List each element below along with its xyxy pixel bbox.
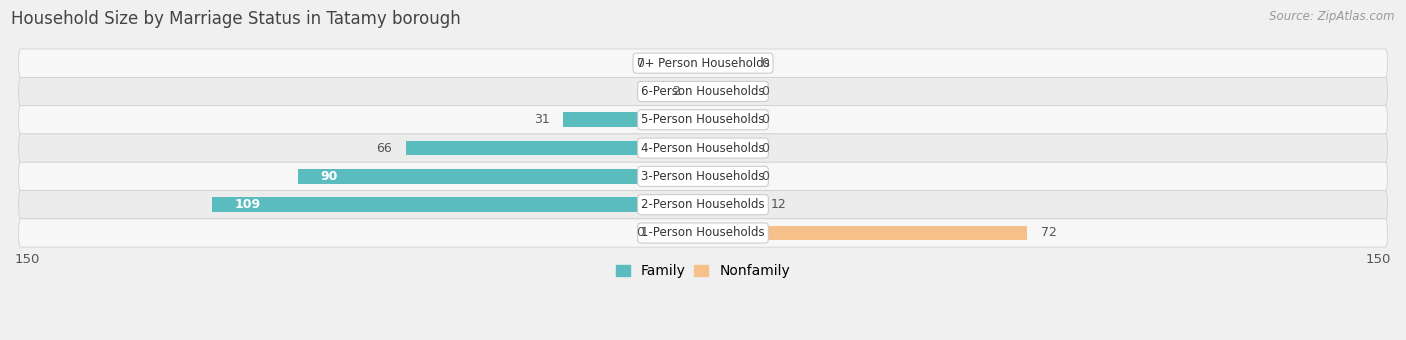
Bar (703, 113, 748, 127)
Bar (658, 226, 703, 240)
FancyBboxPatch shape (18, 77, 1388, 106)
Bar (703, 197, 756, 212)
Text: 0: 0 (762, 57, 769, 70)
Text: 109: 109 (235, 198, 262, 211)
Text: 2: 2 (672, 85, 681, 98)
FancyBboxPatch shape (18, 162, 1388, 190)
Text: Household Size by Marriage Status in Tatamy borough: Household Size by Marriage Status in Tat… (11, 10, 461, 28)
Text: 1-Person Households: 1-Person Households (641, 226, 765, 239)
Bar (703, 84, 748, 99)
Text: 0: 0 (762, 170, 769, 183)
Text: 6-Person Households: 6-Person Households (641, 85, 765, 98)
Text: 5-Person Households: 5-Person Households (641, 113, 765, 126)
Text: 12: 12 (770, 198, 786, 211)
Text: 0: 0 (637, 57, 644, 70)
Bar (406, 141, 703, 155)
FancyBboxPatch shape (18, 106, 1388, 134)
Text: 31: 31 (534, 113, 550, 126)
Legend: Family, Nonfamily: Family, Nonfamily (610, 259, 796, 284)
Text: 2-Person Households: 2-Person Households (641, 198, 765, 211)
Text: 0: 0 (762, 85, 769, 98)
Bar (564, 113, 703, 127)
Text: 66: 66 (377, 141, 392, 155)
Bar (695, 84, 703, 99)
Bar (703, 56, 748, 70)
Bar (703, 141, 748, 155)
Text: Source: ZipAtlas.com: Source: ZipAtlas.com (1270, 10, 1395, 23)
FancyBboxPatch shape (18, 49, 1388, 77)
Text: 7+ Person Households: 7+ Person Households (637, 57, 769, 70)
Text: 4-Person Households: 4-Person Households (641, 141, 765, 155)
Bar (298, 169, 703, 184)
Text: 0: 0 (762, 141, 769, 155)
FancyBboxPatch shape (18, 190, 1388, 219)
Text: 3-Person Households: 3-Person Households (641, 170, 765, 183)
Text: 0: 0 (637, 226, 644, 239)
Bar (703, 169, 748, 184)
Text: 0: 0 (762, 113, 769, 126)
Bar (658, 56, 703, 70)
FancyBboxPatch shape (18, 134, 1388, 162)
Text: 72: 72 (1040, 226, 1056, 239)
Bar (212, 197, 703, 212)
Bar (703, 226, 1028, 240)
FancyBboxPatch shape (18, 219, 1388, 247)
Text: 90: 90 (321, 170, 337, 183)
